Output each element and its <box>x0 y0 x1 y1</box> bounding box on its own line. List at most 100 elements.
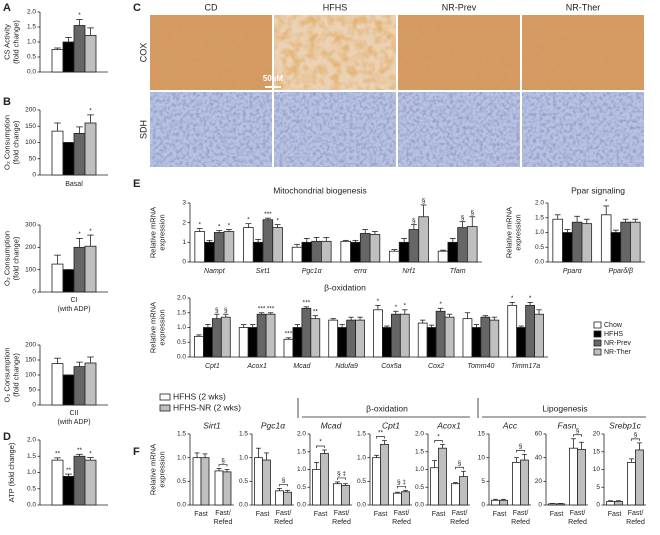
y-tick-label: 200 <box>25 342 36 349</box>
group-heading: Lipogenesis <box>542 403 587 413</box>
error-bar <box>245 223 252 228</box>
error-bar <box>372 231 378 235</box>
y-tick-label: 1.0 <box>177 454 186 461</box>
error-bar <box>461 470 466 477</box>
x-tick-label: Refed <box>626 519 645 526</box>
bar <box>471 327 482 358</box>
error-bar <box>285 337 292 340</box>
y-tick-label: 1.0 <box>27 39 36 46</box>
y-tick-label: 0 <box>538 502 542 509</box>
y-tick-label: 150 <box>25 357 36 364</box>
error-bar <box>224 469 230 472</box>
error-bar <box>343 483 348 486</box>
chart-title: Ppar signaling <box>571 185 625 195</box>
x-tick-label: Fast <box>374 511 388 518</box>
bar <box>401 491 410 506</box>
x-tick-label: Mcad <box>293 363 311 370</box>
bar <box>200 457 210 506</box>
error-bar <box>616 500 621 502</box>
bar <box>204 241 215 263</box>
x-tick-label: Fast <box>194 511 208 518</box>
bar <box>435 310 446 358</box>
error-bar <box>357 316 363 321</box>
bar <box>438 447 447 506</box>
y-tick-label: 50 <box>29 155 37 162</box>
y-tick-label: 0 <box>32 289 36 296</box>
y-axis-label: O₂ Consumption <box>2 231 11 286</box>
bar <box>408 229 420 263</box>
bar <box>51 49 64 73</box>
y-tick-label: 60 <box>535 431 543 438</box>
y-tick-label: 15 <box>593 448 601 455</box>
error-bar <box>518 325 524 328</box>
bar <box>254 457 263 506</box>
bar <box>73 455 86 506</box>
bar <box>466 226 478 263</box>
x-tick-label: Fast/ <box>570 510 586 517</box>
error-bar <box>294 324 301 328</box>
y-tick-label: 0.0 <box>297 502 306 509</box>
bracket-label: § <box>519 443 523 450</box>
significance-label: *** <box>264 211 272 218</box>
error-bar <box>536 309 542 315</box>
y-tick-label: 1.0 <box>177 324 186 331</box>
micrograph-texture <box>522 92 644 167</box>
y-tick-label: 1.5 <box>177 431 186 438</box>
bar <box>62 142 75 176</box>
bracket-label: § <box>221 457 225 464</box>
y-axis-label: expression <box>157 214 166 250</box>
bar <box>610 232 622 263</box>
x-tick-label: Fast <box>256 511 270 518</box>
significance-label: ** <box>77 447 83 454</box>
bar <box>238 327 249 358</box>
error-bar <box>382 440 387 445</box>
bar <box>62 269 75 293</box>
x-tick-label: Refed <box>214 519 233 526</box>
bracket <box>397 485 406 489</box>
bar <box>556 503 565 506</box>
error-bar <box>482 315 489 318</box>
error-bar <box>440 249 446 252</box>
x-tick-label: Fast <box>493 511 507 518</box>
bar <box>320 240 332 263</box>
error-bar <box>420 204 427 217</box>
bar <box>301 241 313 263</box>
panel-letter: D <box>3 431 11 443</box>
error-bar <box>375 304 381 310</box>
significance-label: *** <box>285 331 293 338</box>
x-tick-label: Fast/ <box>334 510 350 517</box>
bar <box>84 122 97 176</box>
error-bar <box>241 324 247 328</box>
error-bar <box>403 489 408 492</box>
x-tick-label: Nrf1 <box>402 268 415 275</box>
bracket-label: * <box>437 433 440 440</box>
chart-title: Srebp1c <box>609 420 641 430</box>
legend-label: NR-Ther <box>604 349 632 356</box>
significance-label: *** <box>258 305 266 312</box>
significance-label: § <box>470 209 474 216</box>
y-tick-label: 0.5 <box>177 478 186 485</box>
x-tick-label: Cox5a <box>381 363 401 370</box>
y-axis-label: Relative mRNA <box>148 302 157 353</box>
error-bar <box>277 488 282 491</box>
error-bar <box>428 324 435 328</box>
error-bar <box>76 361 83 367</box>
y-tick-label: 100 <box>25 372 36 379</box>
bar <box>620 221 631 263</box>
error-bar <box>395 491 400 494</box>
x-tick-label: CII <box>70 410 79 417</box>
significance-label: * <box>529 295 532 302</box>
error-bar <box>87 27 94 36</box>
y-tick-label: 0 <box>32 172 36 179</box>
y-axis-label: Relative mRNA <box>504 207 513 258</box>
y-tick-label: 100 <box>25 266 36 273</box>
y-tick-label: 0.5 <box>357 478 366 485</box>
error-bar <box>342 239 349 242</box>
error-bar <box>226 229 232 232</box>
legend-swatch <box>159 393 171 401</box>
x-tick-label: Refed <box>332 519 351 526</box>
y-axis-label: ATP (fold change) <box>7 442 16 502</box>
y-axis-label: O₂ Consumption <box>2 115 11 170</box>
x-tick-label: Fast <box>550 511 564 518</box>
